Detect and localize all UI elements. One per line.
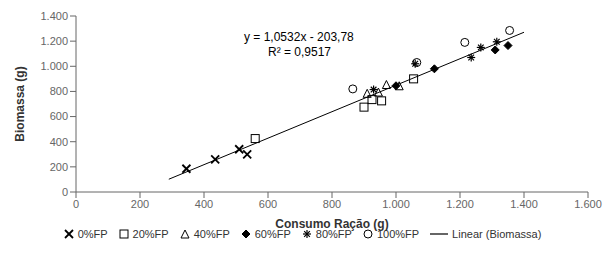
svg-text:Consumo Ração (g): Consumo Ração (g) xyxy=(275,217,388,231)
html-text:20%FP: 20%FP xyxy=(132,228,169,240)
svg-text:1.400: 1.400 xyxy=(40,10,68,22)
html-text:y = 1,0532x - 203,78: y = 1,0532x - 203,78 xyxy=(244,30,354,44)
svg-text:1.200: 1.200 xyxy=(40,35,68,47)
svg-text:400: 400 xyxy=(195,198,213,210)
html-text:40%FP: 40%FP xyxy=(193,228,230,240)
html-text:60%FP: 60%FP xyxy=(254,228,291,240)
svg-text:1.200: 1.200 xyxy=(446,198,474,210)
svg-text:200: 200 xyxy=(131,198,149,210)
svg-text:Biomassa (g): Biomassa (g) xyxy=(13,66,27,141)
svg-text:1.000: 1.000 xyxy=(40,60,68,72)
svg-text:0: 0 xyxy=(62,186,68,198)
html-text:0%FP: 0%FP xyxy=(77,228,108,240)
svg-text:1.600: 1.600 xyxy=(574,198,602,210)
html-text:R² = 0,9517: R² = 0,9517 xyxy=(268,45,331,59)
svg-text:800: 800 xyxy=(50,85,68,97)
html-text:100%FP: 100%FP xyxy=(376,228,420,240)
svg-text:1.000: 1.000 xyxy=(382,198,410,210)
html-text:80%FP: 80%FP xyxy=(315,228,352,240)
svg-text:400: 400 xyxy=(50,136,68,148)
svg-text:600: 600 xyxy=(50,110,68,122)
svg-text:0: 0 xyxy=(73,198,79,210)
svg-text:600: 600 xyxy=(259,198,277,210)
html-text:Linear (Biomassa): Linear (Biomassa) xyxy=(452,228,542,240)
svg-text:800: 800 xyxy=(323,198,341,210)
svg-text:1.400: 1.400 xyxy=(510,198,538,210)
svg-text:200: 200 xyxy=(50,161,68,173)
